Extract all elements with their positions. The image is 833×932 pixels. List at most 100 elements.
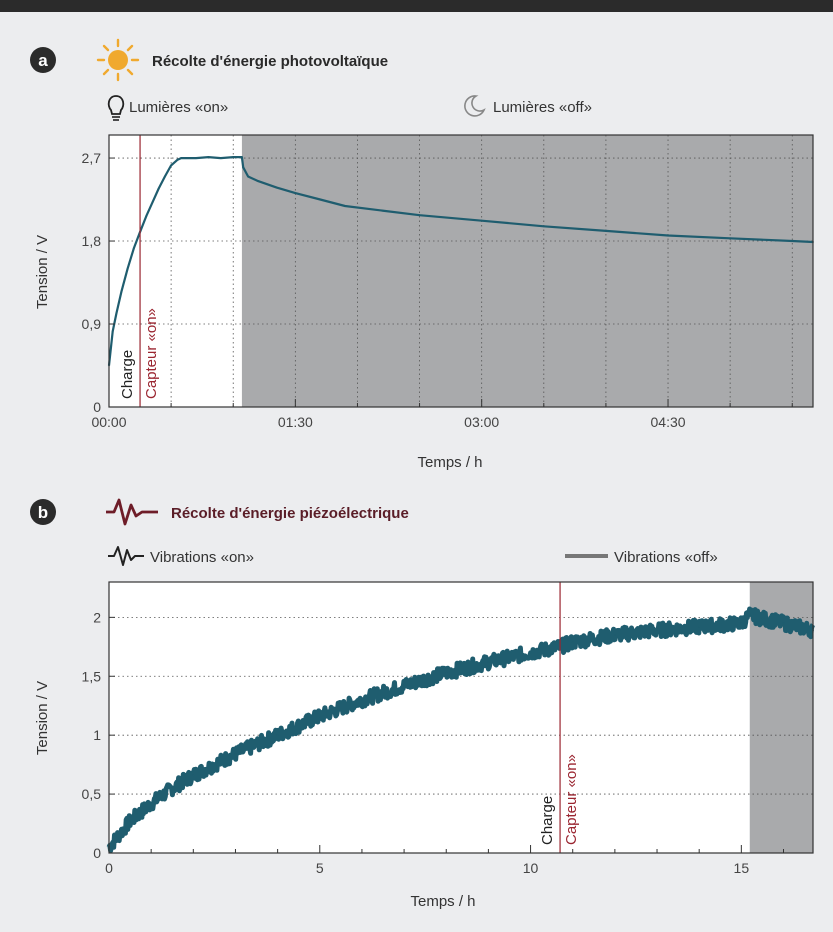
y-tick-label: 2 — [93, 609, 101, 625]
data-point — [748, 614, 751, 616]
x-tick-label: 04:30 — [651, 414, 686, 430]
panel-a-badge — [30, 47, 56, 73]
data-point — [791, 240, 794, 242]
data-point — [480, 219, 483, 222]
data-point — [180, 157, 183, 160]
panel-b-letter: b — [38, 503, 48, 522]
panel-a-legend: Lumières «on» Lumières «off» — [107, 95, 592, 121]
chart-b: Charge Capteur «on» 0 5 10 15 0 0,5 1 1,5 2 — [82, 581, 816, 876]
data-point — [247, 175, 250, 178]
data-point — [151, 201, 154, 204]
legend-vibrations-off: Vibrations «off» — [614, 549, 718, 566]
x-tick-label: 5 — [316, 860, 324, 876]
chart-b-xlabel: Temps / h — [410, 893, 475, 910]
data-point — [445, 671, 448, 674]
data-point — [234, 753, 237, 755]
data-point — [667, 234, 669, 237]
y-tick-label: 0 — [93, 845, 101, 861]
data-point — [241, 156, 243, 159]
data-point — [418, 214, 421, 217]
capteur-on-label: Capteur «on» — [563, 754, 580, 845]
chart-a-ylabel: Tension / V — [34, 235, 51, 309]
data-point — [740, 622, 743, 625]
plot-frame — [108, 581, 814, 854]
data-point — [571, 641, 574, 643]
series-line-band — [106, 606, 816, 854]
data-point — [729, 237, 731, 240]
chart-b-ylabel: Tension / V — [34, 681, 51, 755]
data-point — [176, 159, 179, 161]
y-tick-label: 0,9 — [82, 316, 102, 332]
off-period-shade — [241, 135, 813, 407]
data-point — [150, 802, 153, 805]
top-bar — [0, 0, 833, 12]
data-point — [294, 192, 297, 195]
panel-b-title: Récolte d'énergie piézoélectrique — [171, 505, 409, 522]
legend-vibrations-on: Vibrations «on» — [150, 549, 254, 566]
vibration-icon — [108, 546, 144, 566]
panel-b-header: b Récolte d'énergie piézoélectrique — [30, 498, 409, 526]
data-point — [344, 205, 346, 207]
charge-label: Charge — [539, 796, 556, 845]
data-point — [276, 734, 279, 737]
data-point — [656, 629, 658, 632]
data-point — [195, 157, 197, 160]
data-point — [129, 820, 132, 823]
plot-frame — [108, 134, 814, 408]
data-point — [275, 186, 278, 189]
y-tick-label: 1 — [93, 727, 101, 743]
data-point — [164, 175, 166, 178]
data-point — [381, 209, 384, 212]
data-point — [318, 715, 321, 718]
data-point — [207, 156, 210, 159]
vibration-icon — [106, 498, 158, 526]
panel-b-badge — [30, 499, 56, 525]
data-point — [761, 617, 764, 620]
panel-a-letter: a — [38, 51, 48, 70]
x-tick-label: 15 — [734, 860, 750, 876]
data-point — [232, 156, 235, 159]
data-point — [529, 651, 532, 654]
data-point — [219, 157, 222, 160]
y-tick-label: 2,7 — [82, 150, 102, 166]
data-point — [403, 684, 405, 687]
x-tick-label: 10 — [523, 860, 539, 876]
data-point — [542, 225, 545, 228]
data-point — [242, 166, 245, 169]
y-tick-label: 1,8 — [82, 233, 102, 249]
chart-a-xlabel: Temps / h — [417, 454, 482, 471]
legend-lights-off: Lumières «off» — [493, 99, 592, 116]
moon-icon — [464, 95, 486, 117]
data-point — [115, 312, 118, 314]
data-point — [111, 330, 114, 333]
panel-a-title: Récolte d'énergie photovoltaïque — [152, 53, 388, 70]
capteur-on-label: Capteur «on» — [143, 308, 160, 399]
data-point — [487, 661, 490, 663]
data-point — [132, 247, 135, 250]
data-point — [192, 774, 195, 777]
x-tick-label: 01:30 — [278, 414, 313, 430]
x-tick-label: 00:00 — [91, 414, 126, 430]
data-point — [782, 622, 785, 625]
data-point — [185, 157, 187, 160]
legend-lights-on: Lumières «on» — [129, 99, 228, 116]
panel-b-legend: Vibrations «on» Vibrations «off» — [108, 546, 718, 566]
data-point — [319, 198, 322, 201]
data-point — [257, 180, 259, 183]
data-point — [171, 787, 174, 790]
lightbulb-icon — [107, 95, 125, 121]
data-point — [157, 187, 160, 190]
data-point — [605, 230, 607, 232]
series-line — [107, 156, 814, 366]
data-point — [698, 625, 701, 628]
x-tick-label: 0 — [105, 860, 113, 876]
chart-a: Charge Capteur «on» 00:00 01:30 03:00 04:30 0 0… — [82, 134, 814, 430]
data-point — [614, 634, 616, 636]
y-tick-label: 0 — [93, 399, 101, 415]
data-point — [361, 698, 363, 701]
data-point — [126, 267, 129, 270]
data-point — [145, 215, 148, 218]
x-tick-label: 03:00 — [464, 414, 499, 430]
data-point — [170, 164, 173, 167]
